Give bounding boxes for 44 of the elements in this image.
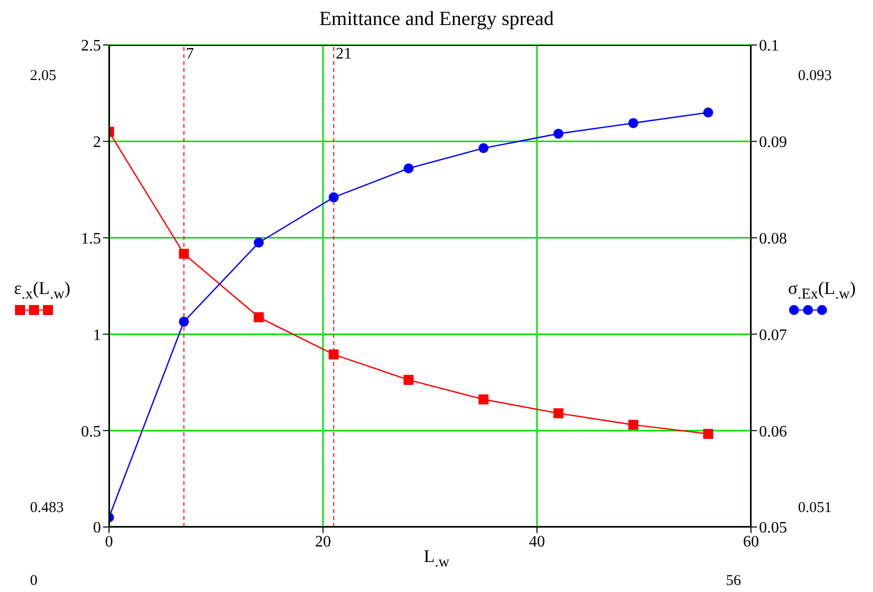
point — [178, 316, 189, 327]
text: 0.093 — [798, 68, 832, 85]
text: 2.05 — [30, 68, 56, 85]
point — [328, 192, 339, 202]
point — [703, 107, 714, 118]
y2-axis-title: σ$_{.Ex}$(L$_{.w}$) — [788, 278, 856, 304]
text: 56 — [726, 573, 741, 590]
chart-title: Emittance and Energy spread — [318, 8, 555, 31]
point — [404, 163, 414, 174]
x-tick-label: 60 — [743, 533, 759, 550]
point — [254, 238, 264, 248]
y-axis-title: ε$_{.x}$(L$_{.w}$) — [14, 278, 70, 304]
point — [553, 408, 564, 418]
x-tick-label: 0 — [105, 533, 113, 550]
ref-line-label: 21 — [336, 45, 352, 62]
y-tick-label: 0 — [93, 520, 101, 537]
point — [404, 374, 414, 385]
y2-tick-label: 0.06 — [759, 423, 787, 440]
text: 0.051 — [798, 500, 832, 517]
text: 0 — [30, 573, 38, 590]
y2-tick-label: 0.1 — [759, 38, 779, 55]
y2-tick-label: 0.05 — [759, 520, 787, 537]
ref-line-label: 7 — [186, 45, 194, 62]
y-tick-label: 2 — [93, 134, 101, 152]
y-tick-label: 2.5 — [81, 38, 101, 55]
point — [254, 312, 264, 322]
y2-tick-label: 0.07 — [759, 326, 787, 344]
point — [703, 428, 714, 439]
point — [478, 394, 488, 404]
point — [553, 128, 564, 139]
point — [628, 118, 638, 128]
y-tick-label: 0.5 — [81, 423, 101, 440]
point — [478, 143, 488, 154]
point — [628, 420, 638, 430]
y2-tick-label: 0.09 — [759, 134, 787, 152]
x-tick-label: 40 — [529, 533, 545, 550]
y2-tick-label: 0.08 — [759, 230, 787, 248]
x-tick-label: 20 — [315, 533, 331, 550]
y-tick-label: 1 — [93, 326, 101, 344]
y-tick-label: 1.5 — [81, 230, 101, 248]
point — [178, 248, 189, 259]
point — [328, 349, 339, 360]
x-axis-title: L$_{.w}$ — [424, 546, 450, 571]
text: 0.483 — [30, 500, 64, 517]
